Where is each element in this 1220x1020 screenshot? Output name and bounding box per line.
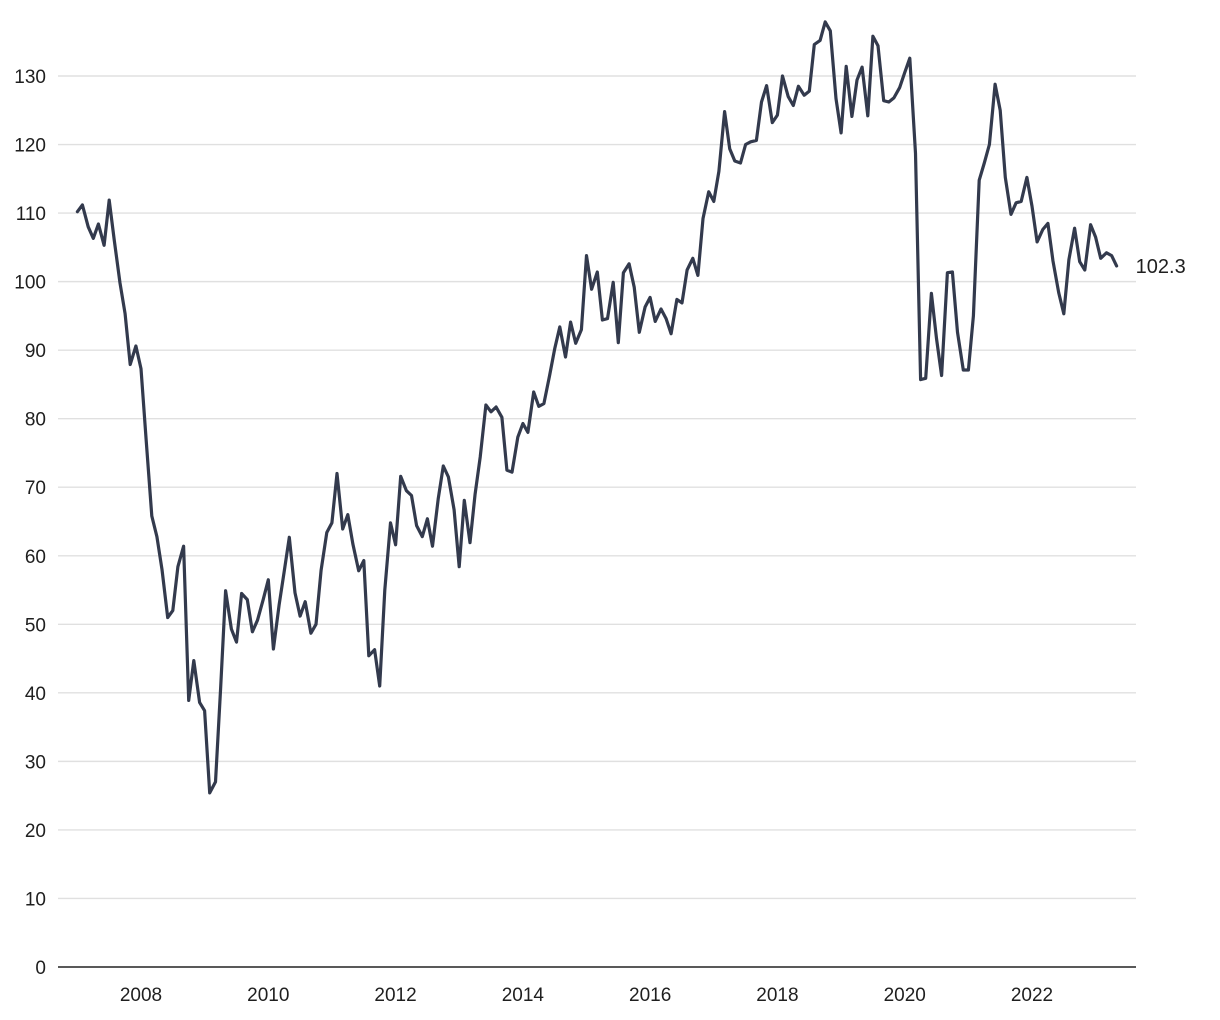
x-tick-label: 2010 — [247, 985, 289, 1006]
y-tick-label: 100 — [14, 273, 46, 294]
y-tick-label: 10 — [25, 889, 46, 910]
y-tick-label: 20 — [25, 821, 46, 842]
x-tick-label: 2012 — [374, 985, 416, 1006]
y-tick-label: 110 — [16, 204, 46, 225]
end-value-label: 102.3 — [1136, 256, 1186, 278]
x-tick-label: 2022 — [1011, 985, 1053, 1006]
y-tick-label: 30 — [25, 752, 46, 773]
y-tick-label: 70 — [25, 478, 46, 499]
y-tick-label: 50 — [25, 615, 46, 636]
y-tick-label: 80 — [25, 410, 46, 431]
x-tick-label: 2018 — [756, 985, 798, 1006]
x-tick-label: 2016 — [629, 985, 671, 1006]
y-tick-label: 120 — [14, 136, 46, 157]
x-axis-tick-labels: 2008 2010 2012 2014 2016 2018 2020 2022 — [120, 985, 1053, 1006]
x-tick-label: 2020 — [884, 985, 926, 1006]
y-tick-label: 40 — [25, 684, 46, 705]
y-tick-label: 0 — [35, 958, 46, 979]
y-tick-label: 90 — [25, 341, 46, 362]
grid-lines — [58, 75, 1136, 900]
y-tick-label: 60 — [25, 547, 46, 568]
x-tick-label: 2008 — [120, 985, 162, 1006]
x-tick-label: 2014 — [502, 985, 545, 1006]
y-axis-tick-labels: 0 10 20 30 40 50 60 70 80 90 100 110 120 130 — [14, 67, 46, 979]
y-tick-label: 130 — [14, 67, 46, 88]
series-line — [75, 20, 1119, 795]
